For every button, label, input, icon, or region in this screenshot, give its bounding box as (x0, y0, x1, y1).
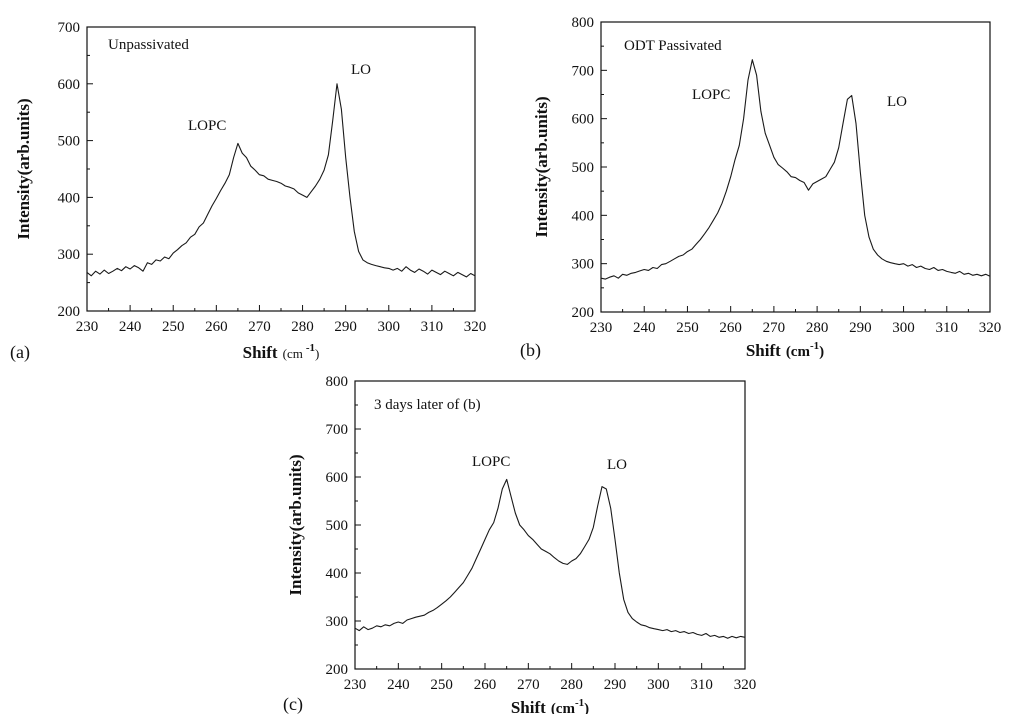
x-tick-label: 280 (291, 319, 314, 335)
peak-label-lopc: LOPC (472, 454, 510, 470)
x-axis-label: Shift (cm-1) (746, 340, 824, 360)
y-tick-label: 500 (326, 518, 349, 534)
x-tick-label: 300 (647, 677, 670, 693)
y-tick-label: 700 (58, 20, 81, 36)
x-tick-label: 320 (464, 319, 487, 335)
y-tick-label: 300 (58, 247, 81, 263)
x-tick-label: 270 (763, 320, 786, 336)
y-tick-label: 500 (572, 160, 595, 176)
x-axis-label-unit: (cm (551, 701, 576, 714)
x-tick-label: 250 (162, 319, 185, 335)
x-tick-label: 320 (979, 320, 1002, 336)
y-tick-label: 700 (326, 422, 349, 438)
y-tick-label: 500 (58, 134, 81, 150)
plot-frame (354, 380, 746, 670)
plot-area (86, 83, 476, 278)
spectrum-line (354, 478, 746, 639)
annotation-sample: ODT Passivated (624, 38, 722, 54)
x-tick-label: 260 (205, 319, 228, 335)
axis-ticks: 230 240 250 260 270 280 290 300 310 320 200 300 400 5… (326, 374, 757, 693)
y-tick-label: 800 (326, 374, 349, 390)
x-tick-label: 240 (387, 677, 410, 693)
y-axis-label: Intensity(arb.units) (14, 98, 33, 239)
x-tick-label: 250 (676, 320, 699, 336)
y-tick-label: 600 (58, 77, 81, 93)
y-tick-label: 200 (572, 305, 595, 321)
peak-label-lo: LO (351, 62, 371, 78)
x-axis-label-unit: (cm (283, 346, 303, 361)
spectrum-line (86, 83, 476, 278)
x-tick-label: 310 (936, 320, 959, 336)
x-tick-label: 280 (806, 320, 829, 336)
x-tick-label: 300 (378, 319, 401, 335)
x-tick-label: 310 (421, 319, 444, 335)
chart-panel-c: 230 240 250 260 270 280 290 300 310 320 200 300 400 5… (283, 374, 756, 714)
plot-area (354, 478, 746, 639)
x-axis-label: Shift (cm-1) (243, 342, 320, 362)
x-axis-label-main: Shift (243, 343, 278, 362)
x-tick-label: 270 (248, 319, 271, 335)
plot-frame (86, 26, 476, 312)
peak-label-lopc: LOPC (692, 87, 730, 103)
x-tick-label: 300 (892, 320, 915, 336)
peak-label-lopc: LOPC (188, 118, 226, 134)
y-tick-label: 400 (58, 190, 81, 206)
x-tick-label: 250 (430, 677, 453, 693)
y-axis-label: Intensity(arb.units) (532, 96, 551, 237)
x-tick-label: 260 (719, 320, 742, 336)
x-axis-label-main: Shift (746, 341, 781, 360)
y-tick-label: 400 (572, 208, 595, 224)
x-tick-label: 310 (690, 677, 713, 693)
peak-label-lo: LO (887, 94, 907, 110)
x-tick-label: 230 (76, 319, 99, 335)
spectrum-line (600, 59, 991, 280)
y-axis-label: Intensity(arb.units) (286, 454, 305, 595)
x-axis-label-superscript: -1 (306, 342, 315, 354)
annotation-sample: Unpassivated (108, 37, 189, 53)
x-tick-label: 230 (590, 320, 613, 336)
x-axis-label-superscript: -1 (575, 697, 584, 709)
x-axis-label-close: ) (315, 346, 319, 361)
x-axis-label: Shift (cm-1) (511, 697, 589, 714)
axis-ticks: 230 240 250 260 270 280 290 300 310 320 200 300 400 5… (58, 20, 487, 335)
chart-panel-b: 230 240 250 260 270 280 290 300 310 320 200 300 400 5… (520, 15, 1001, 361)
panel-label: (c) (283, 694, 303, 714)
panel-label: (a) (10, 342, 30, 363)
x-tick-label: 290 (849, 320, 872, 336)
y-tick-label: 300 (572, 257, 595, 273)
x-axis-label-close: ) (584, 701, 589, 714)
x-axis-label-close: ) (819, 344, 824, 360)
y-tick-label: 200 (58, 304, 81, 320)
chart-panel-a: 230 240 250 260 270 280 290 300 310 320 200 300 400 5… (10, 20, 486, 363)
panel-label: (b) (520, 340, 541, 361)
x-axis-label-unit: (cm (786, 344, 811, 360)
y-tick-label: 200 (326, 662, 349, 678)
x-axis-label-main: Shift (511, 698, 546, 714)
y-tick-label: 300 (326, 614, 349, 630)
y-tick-label: 700 (572, 63, 595, 79)
x-axis-label-superscript: -1 (810, 340, 819, 352)
x-tick-label: 290 (604, 677, 627, 693)
x-tick-label: 320 (734, 677, 757, 693)
peak-label-lo: LO (607, 457, 627, 473)
x-tick-label: 240 (633, 320, 656, 336)
x-tick-label: 280 (560, 677, 583, 693)
plot-area (600, 59, 991, 280)
y-tick-label: 800 (572, 15, 595, 31)
axis-ticks: 230 240 250 260 270 280 290 300 310 320 200 300 400 5… (572, 15, 1002, 336)
annotation-sample: 3 days later of (b) (374, 397, 481, 413)
x-tick-label: 240 (119, 319, 142, 335)
y-tick-label: 400 (326, 566, 349, 582)
y-tick-label: 600 (572, 112, 595, 128)
x-tick-label: 270 (517, 677, 540, 693)
x-tick-label: 230 (344, 677, 367, 693)
x-tick-label: 290 (334, 319, 357, 335)
x-tick-label: 260 (474, 677, 497, 693)
y-tick-label: 600 (326, 470, 349, 486)
